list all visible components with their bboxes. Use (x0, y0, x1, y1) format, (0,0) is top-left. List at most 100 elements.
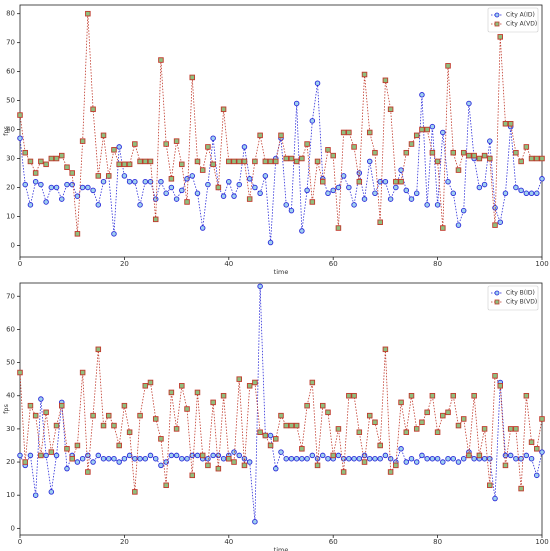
marker (450, 190, 457, 197)
marker (450, 455, 457, 462)
x-tick-label: 100 (535, 260, 548, 268)
marker (377, 178, 383, 185)
x-tick-label: 100 (535, 538, 548, 546)
marker (126, 161, 133, 168)
marker (252, 158, 258, 165)
marker (372, 149, 378, 156)
marker (163, 482, 169, 489)
marker (445, 63, 451, 69)
marker (241, 158, 248, 165)
marker (299, 446, 305, 452)
marker (403, 187, 410, 194)
marker (17, 112, 23, 118)
marker (132, 489, 138, 495)
marker (450, 149, 457, 156)
marker (497, 34, 503, 40)
marker (528, 439, 535, 445)
marker (184, 176, 190, 182)
marker (257, 429, 263, 435)
marker (413, 190, 420, 197)
marker (502, 452, 509, 459)
marker (304, 455, 310, 462)
marker (377, 219, 383, 225)
marker (351, 202, 357, 208)
marker (267, 432, 274, 439)
legend-label: City A(VD) (506, 21, 537, 28)
series-line (19, 13, 542, 234)
marker (471, 455, 477, 462)
marker (466, 100, 472, 107)
marker (142, 178, 149, 185)
legend-label: City B(VD) (506, 299, 537, 306)
marker (158, 57, 164, 63)
marker (48, 184, 55, 191)
marker (283, 422, 289, 429)
marker (534, 155, 540, 162)
marker (460, 455, 467, 462)
marker (346, 129, 352, 136)
marker (199, 167, 206, 173)
legend-marker (494, 12, 500, 18)
marker (534, 472, 540, 479)
marker (539, 449, 545, 455)
marker (105, 455, 112, 462)
marker (194, 190, 201, 197)
marker (304, 141, 310, 147)
legend-marker (494, 290, 500, 296)
marker (361, 452, 368, 459)
marker (111, 231, 117, 237)
marker (90, 106, 96, 113)
y-tick-label: 30 (6, 425, 15, 433)
plot-frame (19, 282, 543, 536)
marker (492, 495, 498, 502)
marker (252, 379, 258, 386)
x-tick-label: 20 (120, 260, 129, 268)
marker (361, 196, 368, 202)
y-tick-label: 20 (6, 183, 15, 191)
marker (325, 409, 331, 416)
marker (320, 178, 326, 185)
marker (492, 222, 498, 228)
marker (158, 436, 164, 442)
marker (309, 199, 316, 205)
marker (361, 459, 368, 465)
marker (267, 442, 274, 449)
marker (492, 373, 498, 379)
marker (241, 462, 248, 469)
y-tick-label: 50 (6, 97, 15, 105)
marker (90, 459, 96, 465)
marker (90, 412, 96, 419)
marker (142, 455, 149, 462)
marker (252, 518, 258, 525)
marker (476, 155, 483, 162)
marker (121, 161, 128, 168)
marker (267, 239, 274, 246)
marker (163, 141, 169, 147)
marker (278, 132, 284, 139)
marker (226, 158, 232, 165)
marker (366, 412, 373, 419)
marker (137, 202, 143, 208)
marker (100, 178, 107, 185)
marker (366, 129, 373, 136)
marker (27, 158, 34, 165)
legend-box (487, 7, 539, 33)
marker (314, 158, 321, 165)
marker (74, 193, 81, 199)
marker (43, 199, 49, 205)
y-tick-label: 60 (6, 68, 15, 76)
marker (487, 155, 493, 162)
marker (293, 158, 300, 165)
marker (74, 231, 81, 237)
marker (168, 184, 175, 191)
marker (215, 465, 222, 472)
marker (152, 416, 159, 422)
marker (59, 152, 65, 159)
marker (48, 155, 55, 162)
marker (534, 190, 540, 197)
marker (502, 121, 509, 127)
marker (137, 158, 143, 165)
y-tick-label: 10 (6, 212, 15, 220)
marker (220, 106, 227, 113)
